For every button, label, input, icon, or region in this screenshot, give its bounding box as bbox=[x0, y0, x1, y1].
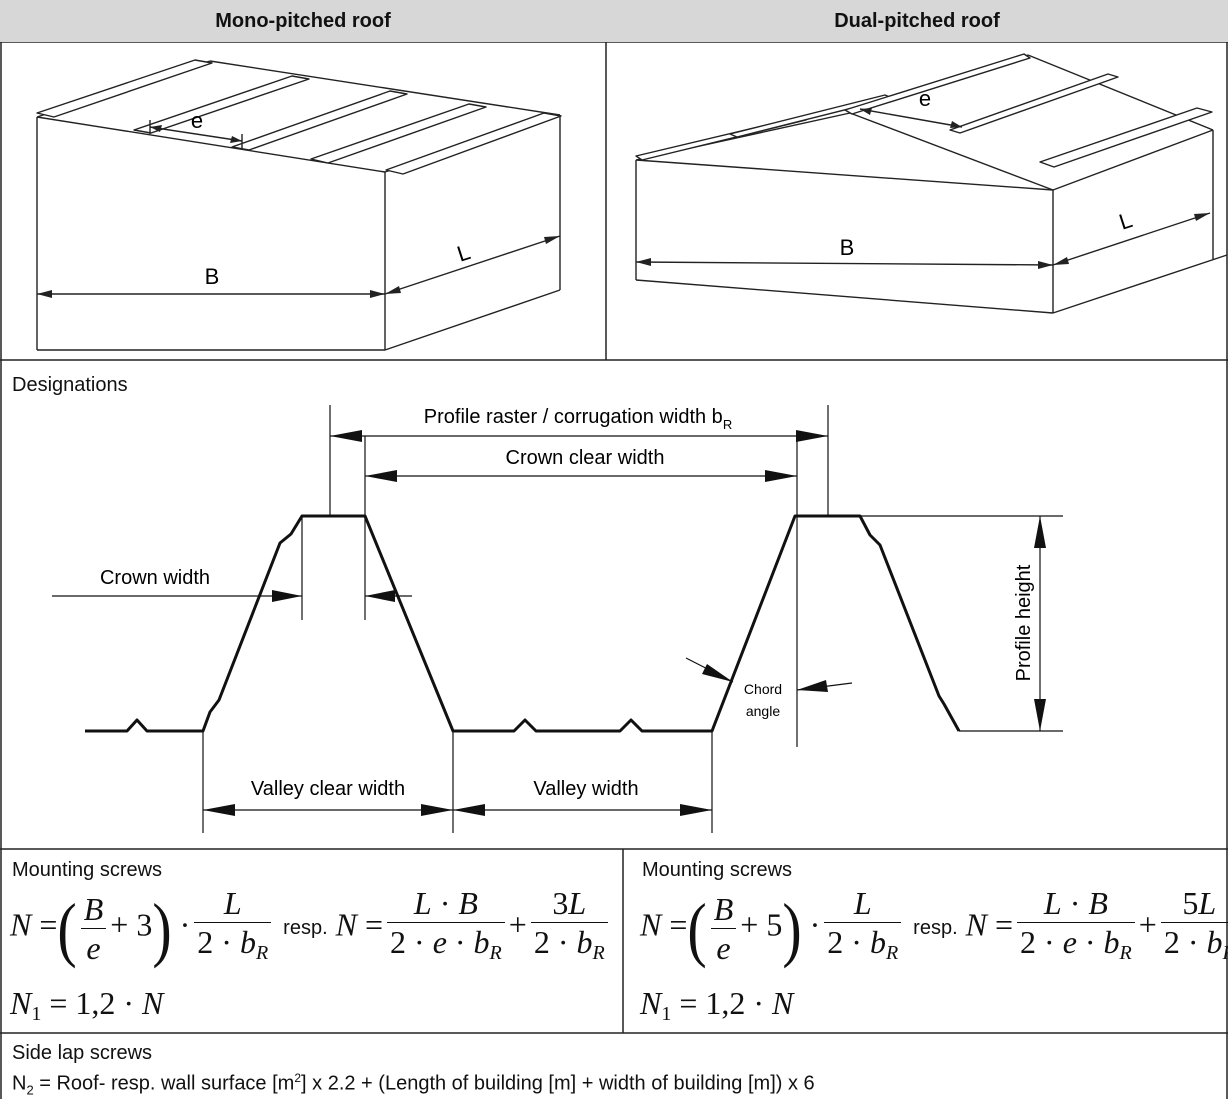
side-lap-formula: N2 = Roof- resp. wall surface [m2] x 2.2… bbox=[12, 1071, 815, 1098]
angle-label: angle bbox=[746, 703, 780, 719]
profile-height-label: Profile height bbox=[1013, 564, 1035, 681]
n1-formula-left: N1 = 1,2 · N bbox=[10, 985, 163, 1026]
crown-width-label: Crown width bbox=[100, 567, 210, 589]
profile-raster-label: Profile raster / corrugation width b bbox=[424, 406, 723, 428]
n1-factor-right: 1,2 bbox=[705, 985, 745, 1021]
valley-clear-width-label: Valley clear width bbox=[251, 778, 405, 800]
resp-right: resp. bbox=[913, 917, 957, 939]
dual-pitched-header: Dual-pitched roof bbox=[606, 0, 1228, 42]
resp-left: resp. bbox=[283, 917, 327, 939]
svg-text:Profile raster / corrugation w: Profile raster / corrugation width bR bbox=[424, 406, 732, 432]
dual-B-label: B bbox=[840, 235, 855, 260]
valley-width-label: Valley width bbox=[533, 778, 638, 800]
mono-pitched-header: Mono-pitched roof bbox=[0, 0, 606, 42]
dual-L-label: L bbox=[1116, 207, 1135, 235]
profile-raster-subscript: R bbox=[723, 417, 732, 432]
mono-L-label: L bbox=[454, 239, 473, 267]
right-constant-l: 5 bbox=[1182, 885, 1198, 921]
left-constant: 3 bbox=[136, 906, 152, 942]
crown-clear-width-label: Crown clear width bbox=[506, 447, 665, 469]
chord-label: Chord bbox=[744, 681, 782, 697]
side-lap-screws-title: Side lap screws bbox=[12, 1042, 152, 1065]
left-constant-l: 3 bbox=[552, 885, 568, 921]
n1-formula-right: N1 = 1,2 · N bbox=[640, 985, 793, 1026]
dual-e-label: e bbox=[919, 86, 931, 111]
mono-pitched-roof-drawing: B L e bbox=[0, 42, 606, 360]
mono-e-label: e bbox=[191, 108, 203, 133]
dual-pitched-roof-drawing: B L e bbox=[606, 42, 1228, 360]
mounting-screws-right-title: Mounting screws bbox=[642, 859, 792, 882]
mono-B-label: B bbox=[205, 264, 220, 289]
mounting-screws-left-title: Mounting screws bbox=[12, 859, 162, 882]
n1-factor-left: 1,2 bbox=[75, 985, 115, 1021]
profile-cross-section: Profile raster / corrugation width bR Cr… bbox=[0, 361, 1228, 849]
right-constant: 5 bbox=[766, 906, 782, 942]
